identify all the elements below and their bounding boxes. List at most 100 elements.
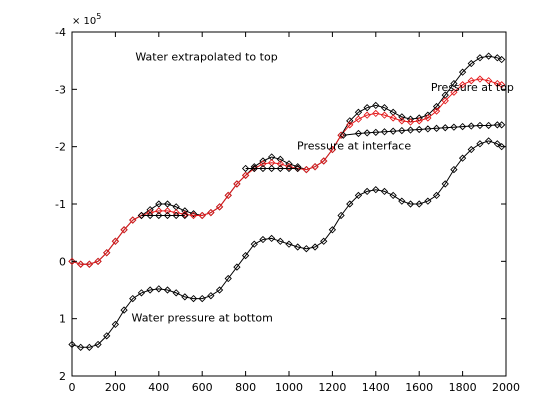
series-2-point xyxy=(224,191,232,200)
series-0-point xyxy=(302,245,310,253)
series-1-point xyxy=(163,200,172,208)
series-3-point xyxy=(155,211,163,220)
series-0-point xyxy=(155,285,163,293)
series-0-point xyxy=(94,340,102,349)
series-5-point xyxy=(380,128,389,136)
series-5-point xyxy=(339,131,347,139)
series-0-point xyxy=(181,293,189,301)
series-0-point xyxy=(498,143,506,151)
series-line-5 xyxy=(343,124,502,136)
series-2-point xyxy=(346,121,354,129)
series-2-point xyxy=(198,211,206,220)
series-2-point xyxy=(406,118,415,126)
series-line-0 xyxy=(71,140,502,348)
series-1-point xyxy=(155,200,163,208)
series-2-point xyxy=(155,207,163,215)
series-0-point xyxy=(311,243,319,251)
series-2-point xyxy=(415,117,423,125)
series-0-point xyxy=(415,200,423,208)
series-1-point xyxy=(294,163,302,171)
series-0-point xyxy=(328,226,337,234)
series-1-point xyxy=(432,102,441,111)
series-2-point xyxy=(498,81,506,89)
y-tick-label: 2 xyxy=(59,370,66,383)
y-scale-exponent-label: × 105 xyxy=(72,12,101,27)
series-1-point xyxy=(354,108,363,116)
series-2-point xyxy=(476,75,484,83)
series-0-point xyxy=(68,340,76,349)
series-2-point xyxy=(285,163,293,171)
series-5-point xyxy=(354,129,363,138)
series-0-point xyxy=(294,243,302,251)
series-0-point xyxy=(337,211,345,220)
series-5-point xyxy=(406,126,415,134)
series-5-point xyxy=(372,128,380,136)
x-tick-label: 400 xyxy=(148,381,169,394)
series-1-point xyxy=(380,104,389,112)
series-2-point xyxy=(328,145,337,154)
series-1-point xyxy=(467,59,475,68)
series-0-point xyxy=(146,286,154,294)
series-0-point xyxy=(198,294,206,303)
series-1-point xyxy=(363,104,371,112)
series-0-point xyxy=(224,274,232,283)
y-tick-label: -2 xyxy=(55,141,66,154)
annotation-layer: Water extrapolated to top Pressure at top… xyxy=(132,51,514,325)
axes-layer: 0 200 400 600 800 1000 1200 1400 1600 1800 2000 -4 -… xyxy=(55,12,520,394)
series-0-point xyxy=(259,235,267,244)
series-5-point xyxy=(476,121,484,130)
series-4-point xyxy=(268,164,276,173)
series-4-point xyxy=(285,164,293,173)
series-2-point xyxy=(233,180,241,188)
series-0-point xyxy=(250,240,258,248)
series-0-point xyxy=(467,145,475,154)
series-0-point xyxy=(129,294,137,303)
series-3-point xyxy=(181,211,189,220)
y-tick-label: -4 xyxy=(55,26,66,39)
series-1-point xyxy=(485,52,493,60)
series-5-point xyxy=(485,121,493,130)
series-2-point xyxy=(103,249,111,257)
series-2-point xyxy=(241,171,250,179)
series-2-point xyxy=(441,97,449,105)
series-4-point xyxy=(259,164,267,173)
plot-area xyxy=(71,31,507,377)
annotation-3: Water pressure at bottom xyxy=(132,312,273,325)
series-0-point xyxy=(320,237,328,245)
series-2-point xyxy=(398,117,406,125)
series-3-point xyxy=(137,211,146,220)
series-0-point xyxy=(485,137,493,145)
series-5-point xyxy=(424,125,432,133)
series-0-point xyxy=(241,251,250,260)
series-3-point xyxy=(172,211,180,220)
series-0-point xyxy=(346,200,354,208)
series-5-point xyxy=(450,123,458,131)
x-tick-label: 1600 xyxy=(405,381,433,394)
series-1-point xyxy=(276,155,284,163)
series-1-point xyxy=(458,68,467,76)
series-0-point xyxy=(268,234,276,243)
series-0-point xyxy=(120,306,128,314)
series-1-point xyxy=(372,101,380,110)
series-line-2 xyxy=(71,78,502,265)
series-5-point xyxy=(498,121,506,129)
series-2-point xyxy=(259,160,267,168)
series-2-point xyxy=(85,260,93,268)
annotation-1: Pressure at top xyxy=(431,81,514,94)
series-0-point xyxy=(163,286,172,294)
series-2-point xyxy=(424,114,432,122)
y-scale-exponent: 5 xyxy=(96,12,101,21)
x-tick-label: 1000 xyxy=(275,381,303,394)
series-0-point xyxy=(103,332,111,340)
series-0-point xyxy=(77,343,85,351)
series-0-point xyxy=(233,263,241,271)
series-0-point xyxy=(389,191,397,200)
series-1-point xyxy=(398,113,406,121)
series-2-point xyxy=(354,115,363,123)
series-0-point xyxy=(137,289,146,297)
series-2-point xyxy=(276,160,284,168)
series-4-point xyxy=(250,164,258,173)
series-5-point xyxy=(363,129,371,137)
series-3-point xyxy=(146,211,154,220)
x-tick-label: 800 xyxy=(235,381,256,394)
